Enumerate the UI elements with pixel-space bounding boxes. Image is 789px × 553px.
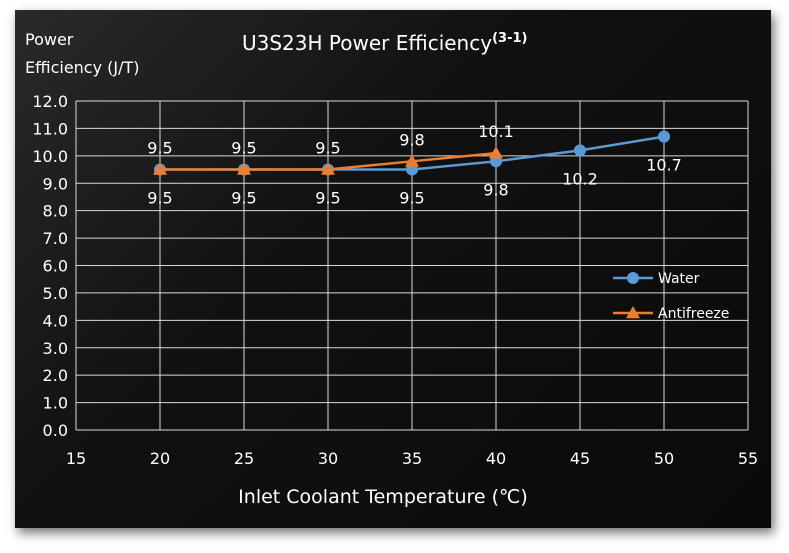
data-labels-layer: 9.5 9.5 9.5 9.5 9.8 10.2 10.7 9.5 9.5 9.5 9.8 10.1	[147, 122, 682, 207]
y-tick-label: 10.0	[32, 147, 68, 166]
x-tick-label: 55	[738, 449, 758, 468]
y-tick-label: 3.0	[43, 339, 68, 358]
chart-svg: U3S23H Power Efficiency(3-1) Power Effic…	[25, 30, 758, 508]
y-tick-label: 4.0	[43, 311, 68, 330]
antifreeze-point	[489, 146, 503, 159]
water-data-label: 10.2	[562, 169, 598, 188]
antifreeze-data-label: 9.8	[399, 130, 424, 149]
legend: Water Antifreeze	[613, 271, 729, 322]
x-tick-label: 35	[402, 449, 422, 468]
legend-item-antifreeze: Antifreeze	[613, 306, 729, 322]
y-tick-label: 12.0	[32, 92, 68, 111]
antifreeze-data-label: 9.5	[315, 139, 340, 158]
water-data-label: 9.5	[315, 189, 340, 208]
antifreeze-data-label: 9.5	[147, 139, 172, 158]
x-tick-label: 20	[150, 449, 170, 468]
water-data-label: 9.5	[147, 189, 172, 208]
y-tick-label: 5.0	[43, 284, 68, 303]
y-tick-label: 8.0	[43, 202, 68, 221]
y-tick-label: 1.0	[43, 394, 68, 413]
antifreeze-point	[321, 162, 335, 175]
x-tick-label: 50	[654, 449, 674, 468]
antifreeze-point	[237, 162, 251, 175]
water-data-label: 9.5	[399, 189, 424, 208]
x-tick-label: 45	[570, 449, 590, 468]
grid	[75, 100, 749, 431]
y-axis-label-line-1: Power	[25, 30, 74, 49]
antifreeze-point	[405, 154, 419, 167]
antifreeze-data-label: 9.5	[231, 139, 256, 158]
series-antifreeze	[153, 146, 503, 175]
y-tick-label: 11.0	[32, 119, 68, 138]
y-tick-label: 6.0	[43, 257, 68, 276]
x-tick-label: 25	[234, 449, 254, 468]
y-tick-label: 0.0	[43, 421, 68, 440]
y-tick-label: 2.0	[43, 366, 68, 385]
chart-title: U3S23H Power Efficiency(3-1)	[242, 31, 527, 55]
legend-marker	[626, 306, 640, 319]
x-axis-label: Inlet Coolant Temperature (℃)	[238, 486, 528, 508]
chart-title-superscript: (3-1)	[492, 31, 527, 46]
y-tick-label: 7.0	[43, 229, 68, 248]
water-data-label: 9.5	[231, 189, 256, 208]
x-tick-label: 30	[318, 449, 338, 468]
x-tick-label: 40	[486, 449, 506, 468]
y-tick-labels: 0.0 1.0 2.0 3.0 4.0 5.0 6.0 7.0 8.0 9.0 10.0 11.0 12…	[32, 92, 68, 440]
series-layer	[153, 130, 670, 176]
legend-label: Antifreeze	[658, 306, 729, 322]
water-point	[574, 144, 586, 157]
water-point	[658, 130, 670, 143]
y-axis-label-line-2: Efficiency (J/T)	[25, 58, 140, 77]
antifreeze-point	[153, 162, 167, 175]
chart-frame: U3S23H Power Efficiency(3-1) Power Effic…	[15, 10, 771, 528]
legend-marker	[627, 272, 639, 284]
chart-title-main: U3S23H Power Efficiency	[242, 31, 492, 55]
x-tick-labels: 15 20 25 30 35 40 45 50 55	[66, 449, 758, 468]
y-tick-label: 9.0	[43, 174, 68, 193]
legend-item-water: Water	[613, 271, 700, 287]
water-data-label: 10.7	[646, 156, 682, 175]
antifreeze-data-label: 10.1	[478, 122, 514, 141]
legend-label: Water	[658, 271, 700, 287]
x-tick-label: 15	[66, 449, 86, 468]
water-data-label: 9.8	[483, 180, 508, 199]
